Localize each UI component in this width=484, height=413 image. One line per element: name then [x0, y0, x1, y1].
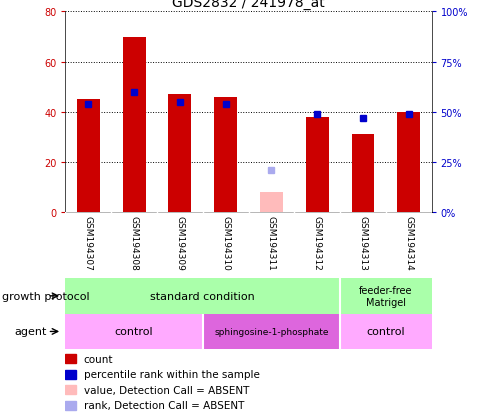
Text: GSM194308: GSM194308	[129, 215, 138, 270]
Text: standard condition: standard condition	[150, 291, 255, 301]
Bar	[259, 192, 282, 213]
Text: agent: agent	[15, 327, 47, 337]
Bar	[214, 97, 237, 213]
Bar	[65, 370, 76, 379]
Text: rank, Detection Call = ABSENT: rank, Detection Call = ABSENT	[84, 400, 243, 410]
Text: sphingosine-1-phosphate: sphingosine-1-phosphate	[214, 327, 328, 336]
Bar	[351, 135, 374, 213]
Bar	[77, 100, 100, 213]
Bar	[65, 314, 202, 349]
Text: GSM194314: GSM194314	[404, 215, 412, 270]
Text: percentile rank within the sample: percentile rank within the sample	[84, 369, 259, 379]
Bar	[65, 401, 76, 410]
Text: GSM194307: GSM194307	[84, 215, 92, 270]
Bar	[122, 38, 145, 213]
Text: count: count	[84, 354, 113, 364]
Text: GSM194313: GSM194313	[358, 215, 367, 270]
Bar	[396, 113, 419, 213]
Text: feeder-free
Matrigel: feeder-free Matrigel	[358, 285, 412, 307]
Text: GSM194312: GSM194312	[312, 215, 321, 270]
Title: GDS2832 / 241978_at: GDS2832 / 241978_at	[172, 0, 324, 10]
Bar	[65, 279, 339, 314]
Bar	[65, 354, 76, 363]
Bar	[65, 385, 76, 394]
Text: value, Detection Call = ABSENT: value, Detection Call = ABSENT	[84, 385, 249, 395]
Text: control: control	[115, 326, 153, 337]
Bar	[168, 95, 191, 213]
Bar	[202, 314, 339, 349]
Bar	[305, 118, 328, 213]
Bar	[339, 279, 431, 314]
Text: GSM194309: GSM194309	[175, 215, 184, 270]
Bar	[339, 314, 431, 349]
Text: growth protocol: growth protocol	[2, 291, 90, 301]
Text: GSM194311: GSM194311	[266, 215, 275, 270]
Text: GSM194310: GSM194310	[221, 215, 230, 270]
Text: control: control	[366, 326, 404, 337]
